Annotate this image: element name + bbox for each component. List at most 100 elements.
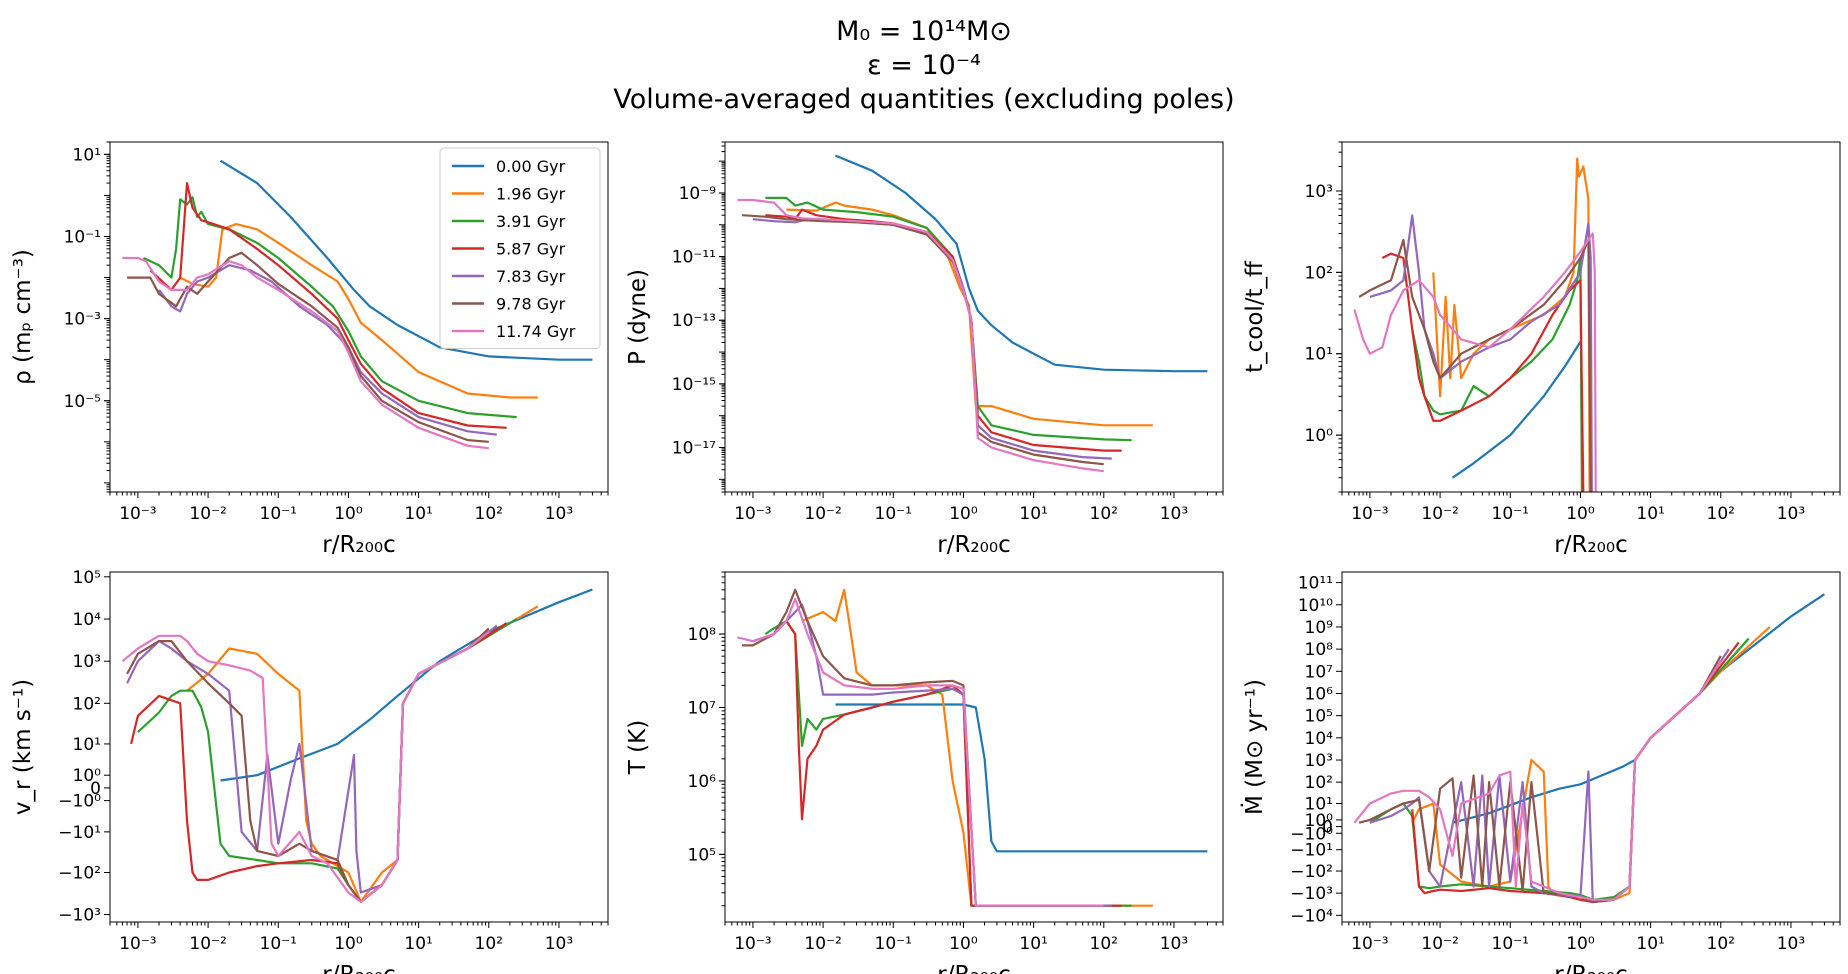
y-tick-label: 10⁻³ bbox=[64, 310, 101, 330]
x-tick-label: 10⁻¹ bbox=[875, 934, 912, 954]
y-tick-label: 10¹⁰ bbox=[1298, 596, 1333, 616]
y-tick-label: 10⁹ bbox=[1305, 618, 1334, 638]
y-tick-label: 10¹ bbox=[1305, 345, 1333, 365]
legend: 0.00 Gyr 1.96 Gyr 3.91 Gyr 5.87 Gyr 7.83 Gyr… bbox=[439, 147, 601, 349]
y-tick-label: 10⁰ bbox=[1305, 426, 1334, 446]
legend-label: 7.83 Gyr bbox=[496, 267, 566, 286]
y-tick-label: −10¹ bbox=[58, 823, 101, 843]
y-tick-label: 10² bbox=[1305, 773, 1333, 793]
y-tick-label: 10⁸ bbox=[1305, 640, 1334, 660]
x-tick-label: 10¹ bbox=[404, 934, 432, 954]
x-tick-label: 10³ bbox=[1777, 504, 1805, 524]
x-tick-label: 10³ bbox=[545, 934, 573, 954]
y-tick-label: −10⁰ bbox=[58, 792, 101, 812]
x-tick-label: 10⁻² bbox=[804, 934, 841, 954]
figure-title-line-1: M₀ = 10¹⁴M⊙ bbox=[836, 16, 1012, 47]
y-tick-label: −10⁰ bbox=[1290, 824, 1333, 844]
y-tick-label: 10⁻¹³ bbox=[672, 311, 716, 331]
x-tick-label: 10⁻¹ bbox=[1492, 934, 1529, 954]
legend-label: 9.78 Gyr bbox=[496, 295, 566, 314]
y-tick-label: −10⁴ bbox=[1290, 906, 1333, 926]
y-tick-label: 10⁵ bbox=[73, 568, 101, 588]
series-line-3-91-gyr bbox=[765, 196, 1132, 442]
x-tick-label: 10¹ bbox=[1636, 504, 1664, 524]
y-tick-label: 10² bbox=[73, 694, 101, 714]
series-line-9-78-gyr bbox=[1358, 238, 1592, 492]
y-tick-label: 10⁻¹ bbox=[64, 227, 101, 247]
legend-label: 5.87 Gyr bbox=[496, 240, 566, 259]
series-line-5-87-gyr bbox=[1411, 641, 1740, 904]
series-line-7-83-gyr bbox=[158, 264, 497, 436]
x-tick-label: 10⁰ bbox=[334, 504, 363, 524]
series-line-7-83-gyr bbox=[1369, 648, 1730, 904]
x-axis-label: r/R₂₀₀c bbox=[322, 532, 396, 558]
figure-title-line-2: ε = 10⁻⁴ bbox=[867, 50, 981, 81]
y-axis-label: Ṁ (M⊙ yr⁻¹) bbox=[1240, 679, 1268, 815]
legend-box bbox=[439, 147, 601, 349]
y-tick-label: 10⁶ bbox=[688, 772, 717, 792]
y-tick-label: 10⁴ bbox=[1305, 729, 1334, 749]
x-tick-label: 10¹ bbox=[1636, 934, 1664, 954]
series-line-1-96-gyr bbox=[1432, 157, 1591, 492]
legend-label: 3.91 Gyr bbox=[496, 212, 566, 231]
x-tick-label: 10⁻³ bbox=[734, 504, 771, 524]
y-axis-label: t_cool/t_ff bbox=[1242, 260, 1268, 373]
y-tick-label: 10⁻⁵ bbox=[64, 392, 101, 412]
x-tick-label: 10⁰ bbox=[949, 504, 978, 524]
x-tick-label: 10² bbox=[1707, 504, 1735, 524]
x-tick-label: 10⁰ bbox=[1566, 504, 1595, 524]
plot-frame bbox=[1341, 571, 1841, 923]
series-line-7-83-gyr bbox=[1369, 214, 1593, 492]
y-tick-label: 10¹ bbox=[73, 735, 101, 755]
x-tick-label: 10¹ bbox=[404, 504, 432, 524]
series-group bbox=[1353, 593, 1826, 904]
y-tick-label: −10¹ bbox=[1290, 841, 1333, 861]
y-tick-label: 10⁻⁹ bbox=[679, 184, 717, 204]
x-tick-label: 10¹ bbox=[1019, 934, 1047, 954]
x-tick-label: 10⁻² bbox=[189, 934, 226, 954]
plot-frame bbox=[109, 141, 609, 493]
y-tick-label: −10³ bbox=[1290, 884, 1333, 904]
x-tick-label: 10⁻² bbox=[189, 504, 226, 524]
legend-label: 11.74 Gyr bbox=[496, 322, 576, 341]
x-axis-label: r/R₂₀₀c bbox=[1554, 962, 1628, 974]
panel-temperature: 10⁻³ 10⁻² 10⁻¹ 10⁰ 10¹ 10² 10³ 10⁸ 10⁷ 10⁶ 10⁵ r/R₂… bbox=[625, 571, 1224, 974]
series-line-9-78-gyr bbox=[742, 214, 1104, 466]
y-tick-label: 10³ bbox=[1305, 182, 1333, 202]
series-line-0-00-gyr bbox=[835, 703, 1208, 853]
series-line-5-87-gyr bbox=[149, 182, 507, 429]
x-tick-label: 10² bbox=[475, 934, 503, 954]
x-tick-label: 10⁻² bbox=[1421, 934, 1458, 954]
y-tick-label: 10⁷ bbox=[688, 699, 717, 719]
x-tick-label: 10⁻³ bbox=[734, 934, 771, 954]
panel-mass-accretion-rate: 10⁻³ 10⁻² 10⁻¹ 10⁰ 10¹ 10² 10³10¹¹10¹⁰10⁹10⁸10… bbox=[1240, 571, 1841, 974]
x-axis-label: r/R₂₀₀c bbox=[322, 962, 396, 974]
x-tick-label: 10⁰ bbox=[1566, 934, 1595, 954]
y-axis-label: v_r (km s⁻¹) bbox=[10, 679, 36, 815]
series-line-9-78-gyr bbox=[1358, 655, 1722, 904]
series-line-7-83-gyr bbox=[752, 218, 1112, 460]
y-tick-label: 10³ bbox=[73, 652, 101, 672]
x-tick-label: 10⁰ bbox=[334, 934, 363, 954]
y-tick-label: 10⁸ bbox=[688, 625, 717, 645]
y-axis-label: P (dyne) bbox=[625, 269, 651, 365]
y-axis-label: ρ (mₚ cm⁻³) bbox=[10, 249, 36, 385]
y-tick-label: 10⁻¹¹ bbox=[672, 248, 716, 268]
series-line-1-96-gyr bbox=[801, 588, 1153, 907]
x-tick-label: 10³ bbox=[1160, 934, 1188, 954]
x-tick-label: 10⁻² bbox=[804, 504, 841, 524]
series-line-7-83-gyr bbox=[752, 603, 1112, 907]
x-axis-label: r/R₂₀₀c bbox=[937, 962, 1011, 974]
series-line-11-74-gyr bbox=[121, 630, 490, 903]
x-tick-label: 10³ bbox=[1160, 504, 1188, 524]
legend-label: 1.96 Gyr bbox=[496, 185, 566, 204]
panel-radial-velocity: 10⁻³ 10⁻² 10⁻¹ 10⁰ 10¹ 10² 10³ 10⁵ 10⁴ 10³ 10² 10¹ 1… bbox=[10, 568, 609, 974]
y-tick-label: 10⁰ bbox=[1305, 811, 1334, 831]
y-tick-label: 10⁵ bbox=[1305, 707, 1333, 727]
y-tick-label: −10² bbox=[1290, 862, 1333, 882]
y-tick-label: 10⁰ bbox=[73, 766, 102, 786]
series-line-0-00-gyr bbox=[835, 154, 1208, 373]
x-tick-label: 10⁻¹ bbox=[260, 934, 297, 954]
y-tick-label: 10⁻¹⁷ bbox=[672, 439, 716, 459]
